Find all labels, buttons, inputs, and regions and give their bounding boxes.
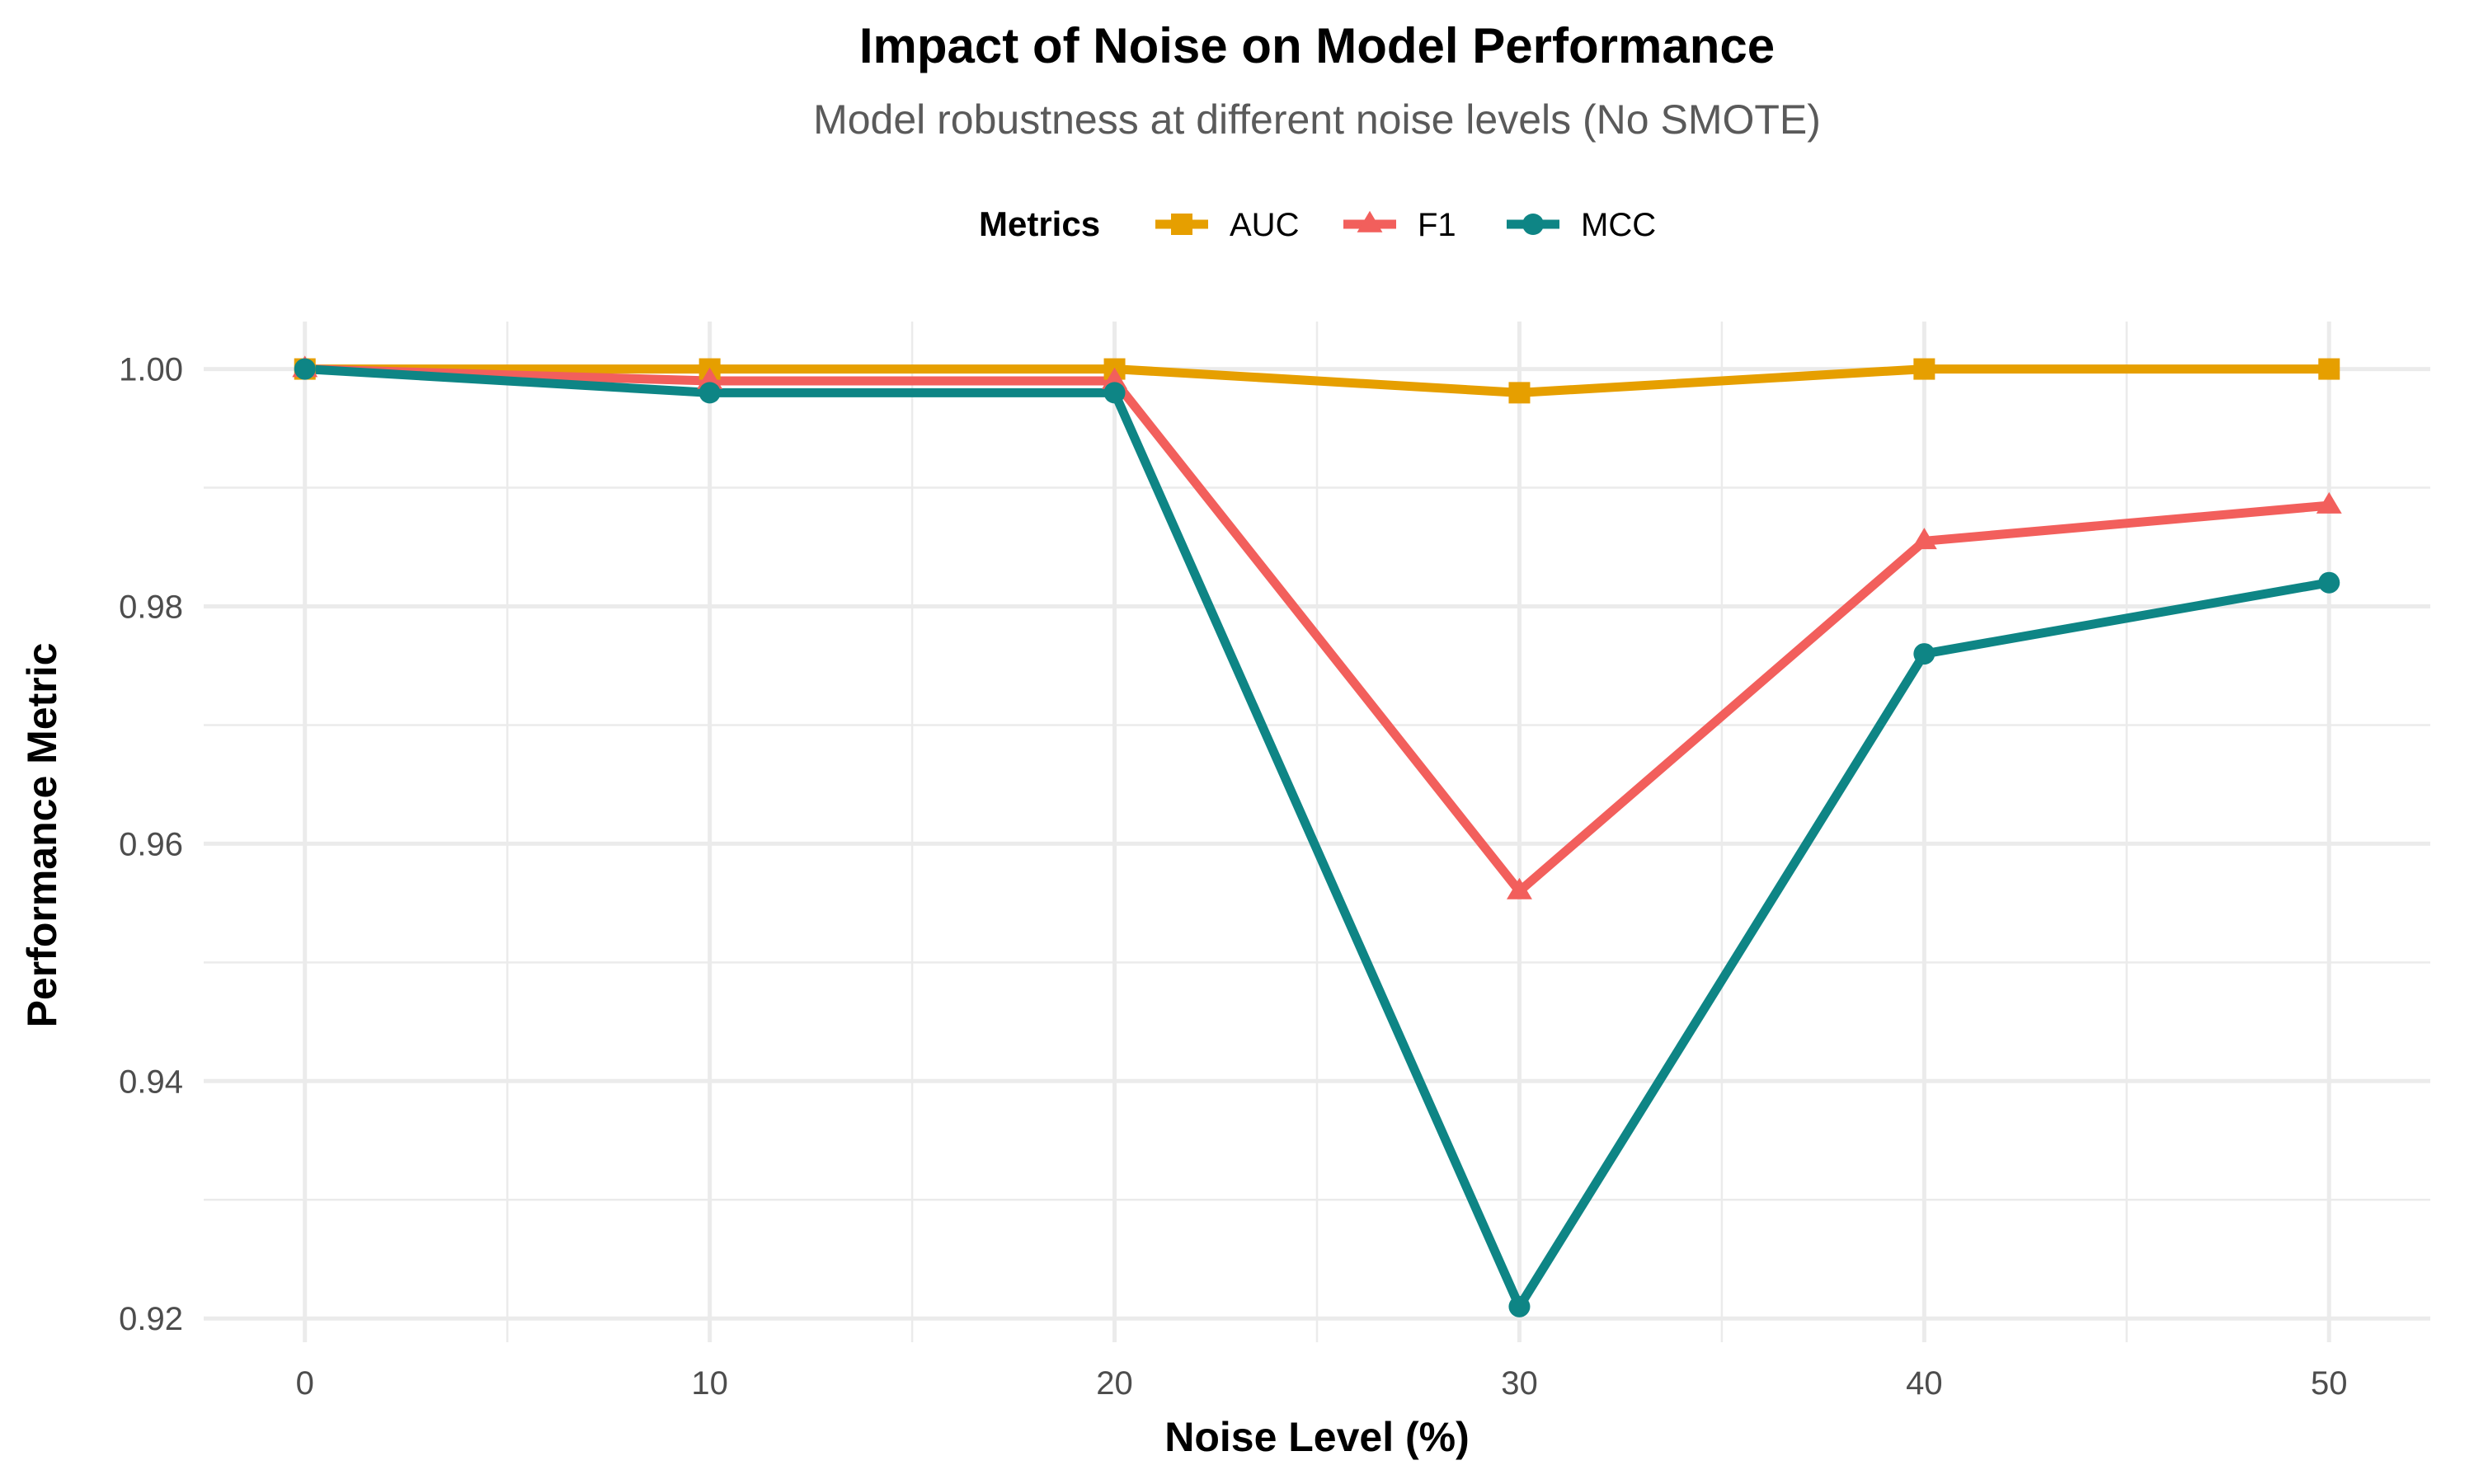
data-point-mcc [294,359,316,380]
chart-subtitle: Model robustness at different noise leve… [813,96,1821,143]
y-axis-title: Performance Metric [19,643,65,1028]
y-tick-label: 1.00 [119,352,183,388]
grid [204,322,2430,1342]
y-tick-label: 0.96 [119,826,183,862]
legend-label-auc: AUC [1230,207,1299,243]
legend-label-mcc: MCC [1581,207,1656,243]
data-point-mcc [699,382,721,403]
legend-key-marker-mcc [1522,214,1544,235]
data-point-mcc [1913,643,1935,665]
chart-title: Impact of Noise on Model Performance [859,18,1775,73]
y-tick-label: 0.94 [119,1064,183,1100]
x-tick-label: 10 [691,1365,728,1402]
y-axis-ticks: 0.92 0.94 0.96 0.98 1.00 [119,352,183,1338]
y-tick-label: 0.92 [119,1301,183,1337]
data-point-auc [1508,382,1530,403]
x-axis-title: Noise Level (%) [1164,1414,1470,1460]
legend-title: Metrics [979,204,1100,243]
x-tick-label: 50 [2311,1365,2348,1402]
data-point-auc [2318,359,2340,380]
x-tick-label: 30 [1501,1365,1538,1402]
legend: Metrics AUC F1 MCC [979,204,1656,243]
legend-key-marker-auc [1171,214,1192,235]
x-tick-label: 40 [1906,1365,1943,1402]
data-point-mcc [2318,572,2340,594]
y-tick-label: 0.98 [119,589,183,625]
data-point-mcc [1104,382,1126,403]
x-tick-label: 0 [296,1365,314,1402]
data-point-auc [1913,359,1935,380]
x-axis-ticks: 0 10 20 30 40 50 [296,1365,2348,1402]
legend-label-f1: F1 [1418,207,1456,243]
data-point-mcc [1508,1296,1530,1317]
x-tick-label: 20 [1096,1365,1133,1402]
